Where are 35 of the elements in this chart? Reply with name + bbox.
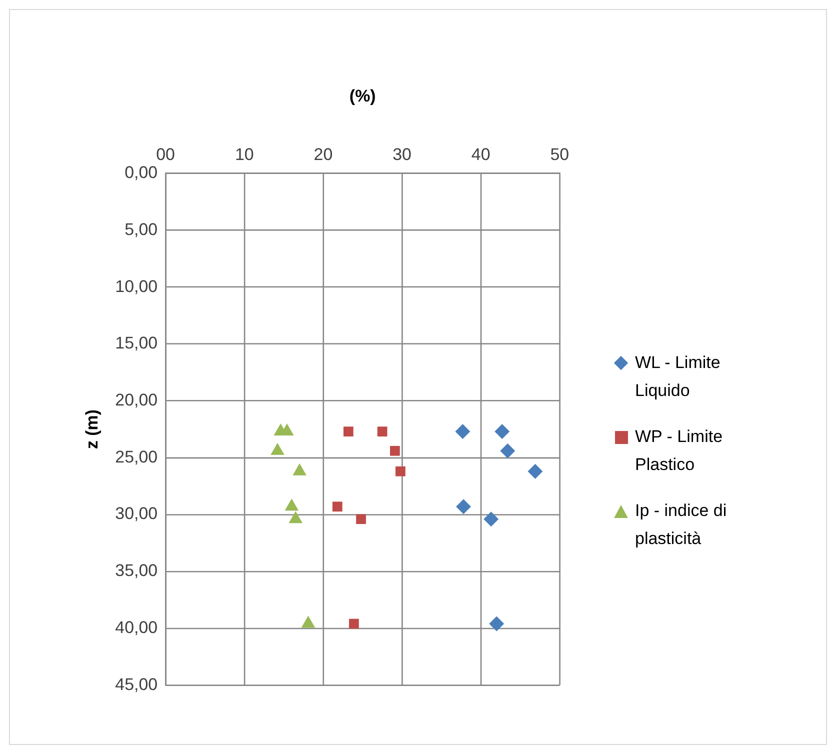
point (484, 512, 499, 527)
y-tick-label: 30,00 (115, 504, 158, 524)
y-tick-label: 10,00 (115, 276, 158, 296)
point (456, 499, 471, 514)
x-axis-title: (%) (349, 86, 376, 106)
y-tick-label: 0,00 (124, 163, 158, 182)
legend-label: WL - Limite Liquido (635, 352, 722, 402)
point (349, 618, 359, 629)
point (489, 616, 504, 632)
legend-label: WP - Limite Plastico (635, 426, 724, 476)
point (494, 424, 510, 440)
y-tick-label: 25,00 (115, 447, 158, 466)
y-tick-label: 20,00 (115, 390, 158, 410)
x-tick-label: 40 (471, 144, 490, 164)
y-tick-label: 15,00 (115, 334, 158, 353)
point (500, 443, 516, 458)
point (396, 466, 406, 476)
x-tick-label: 50 (550, 144, 570, 164)
x-tick-label: 30 (392, 144, 412, 164)
y-axis-title: z (m) (82, 410, 102, 450)
y-tick-label: 45,00 (115, 674, 158, 694)
x-tick-label: 00 (156, 144, 175, 164)
y-tick-label: 40,00 (115, 618, 158, 637)
y-tick-label: 5,00 (124, 220, 158, 239)
x-tick-label: 20 (314, 144, 333, 164)
point (343, 426, 354, 436)
x-tick-label: 10 (234, 144, 254, 164)
point (356, 514, 366, 524)
point (528, 464, 543, 479)
point (377, 426, 388, 436)
point (332, 502, 342, 512)
legend-label: Ip - indice di plasticità (635, 500, 728, 550)
point (390, 446, 400, 456)
point (455, 424, 470, 440)
y-tick-label: 35,00 (115, 561, 158, 580)
